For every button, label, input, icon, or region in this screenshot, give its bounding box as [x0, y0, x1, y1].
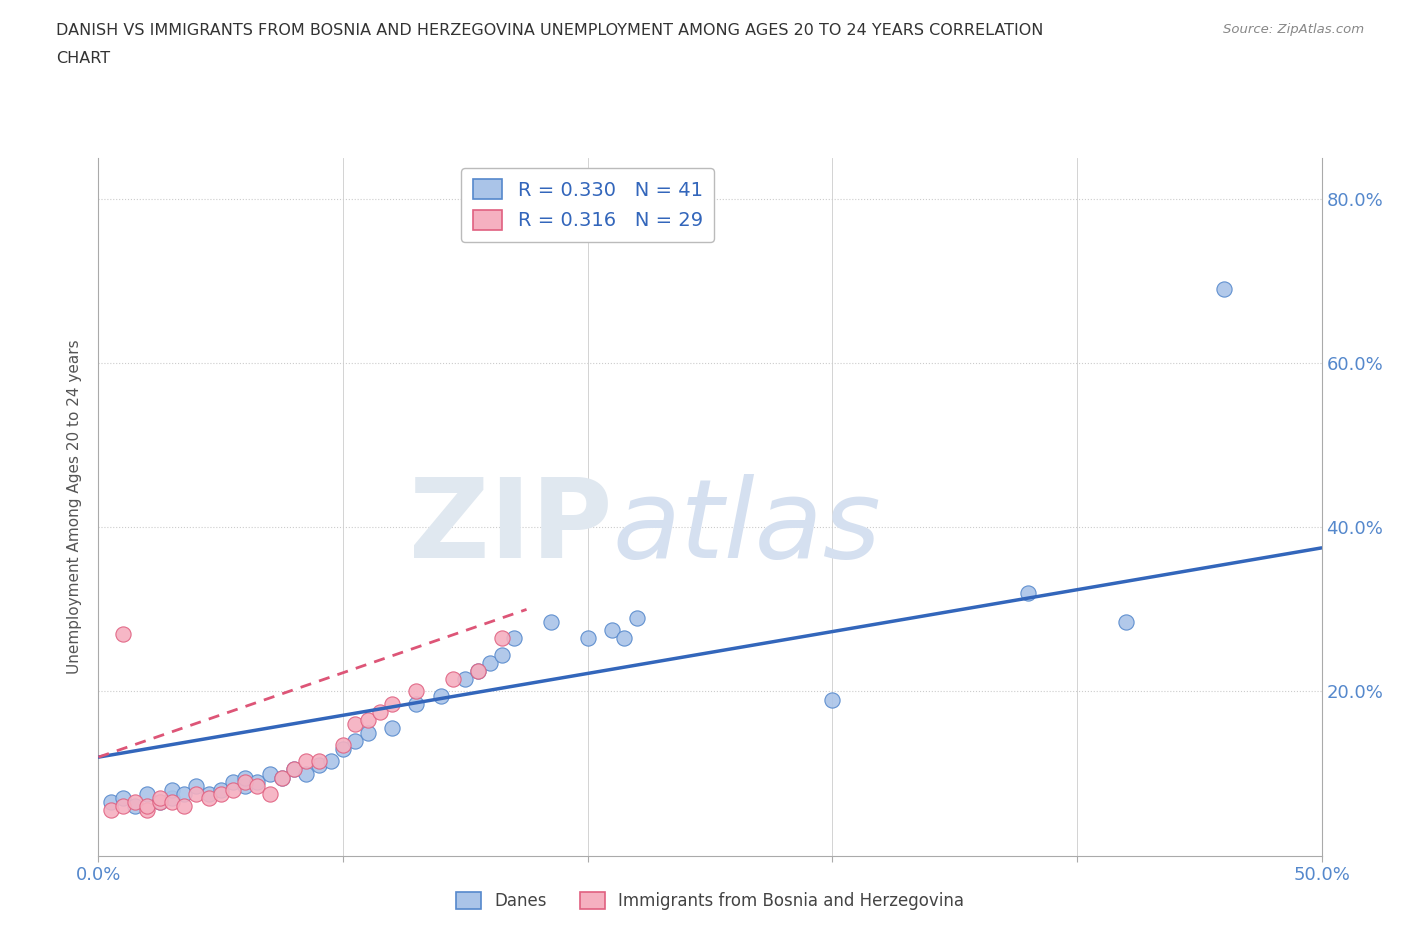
Point: [259, 787, 281, 802]
Point: [124, 799, 146, 814]
Point: [441, 671, 464, 686]
Point: [491, 647, 513, 662]
Legend: Danes, Immigrants from Bosnia and Herzegovina: Danes, Immigrants from Bosnia and Herzeg…: [449, 885, 972, 917]
Point: [467, 663, 489, 678]
Point: [222, 782, 245, 797]
Point: [540, 615, 562, 630]
Point: [149, 790, 172, 805]
Point: [368, 705, 391, 720]
Point: [233, 775, 256, 790]
Point: [246, 778, 269, 793]
Point: [344, 717, 367, 732]
Point: [381, 721, 404, 736]
Point: [430, 688, 453, 703]
Point: [160, 795, 183, 810]
Point: [197, 790, 219, 805]
Point: [600, 622, 623, 637]
Point: [613, 631, 636, 645]
Point: [111, 627, 134, 642]
Point: [149, 795, 172, 810]
Point: [111, 799, 134, 814]
Point: [332, 737, 354, 752]
Point: [821, 692, 844, 707]
Text: ZIP: ZIP: [409, 474, 612, 581]
Point: [160, 790, 183, 805]
Point: [381, 697, 404, 711]
Point: [283, 762, 305, 777]
Point: [186, 787, 208, 802]
Point: [356, 725, 378, 740]
Text: CHART: CHART: [56, 51, 110, 66]
Point: [503, 631, 526, 645]
Point: [491, 631, 513, 645]
Point: [1017, 586, 1039, 601]
Point: [308, 754, 330, 769]
Point: [209, 782, 232, 797]
Point: [332, 741, 354, 756]
Point: [308, 758, 330, 773]
Point: [454, 671, 477, 686]
Point: [283, 762, 305, 777]
Point: [576, 631, 599, 645]
Point: [478, 656, 501, 671]
Point: [149, 795, 172, 810]
Point: [124, 795, 146, 810]
Point: [1212, 282, 1234, 297]
Point: [405, 697, 427, 711]
Point: [295, 754, 318, 769]
Point: [626, 610, 648, 625]
Point: [222, 775, 245, 790]
Point: [173, 787, 195, 802]
Point: [1115, 615, 1137, 630]
Point: [136, 803, 159, 817]
Point: [100, 795, 122, 810]
Point: [186, 778, 208, 793]
Point: [270, 770, 294, 785]
Point: [100, 803, 122, 817]
Text: DANISH VS IMMIGRANTS FROM BOSNIA AND HERZEGOVINA UNEMPLOYMENT AMONG AGES 20 TO 2: DANISH VS IMMIGRANTS FROM BOSNIA AND HER…: [56, 23, 1043, 38]
Point: [405, 684, 427, 699]
Point: [160, 782, 183, 797]
Point: [344, 733, 367, 748]
Point: [319, 754, 342, 769]
Point: [111, 790, 134, 805]
Point: [467, 663, 489, 678]
Point: [197, 787, 219, 802]
Y-axis label: Unemployment Among Ages 20 to 24 years: Unemployment Among Ages 20 to 24 years: [67, 339, 83, 674]
Point: [295, 766, 318, 781]
Point: [356, 712, 378, 727]
Point: [136, 787, 159, 802]
Point: [259, 766, 281, 781]
Point: [136, 799, 159, 814]
Text: atlas: atlas: [612, 474, 880, 581]
Point: [270, 770, 294, 785]
Point: [233, 770, 256, 785]
Point: [246, 775, 269, 790]
Point: [173, 799, 195, 814]
Point: [209, 787, 232, 802]
Point: [233, 778, 256, 793]
Text: Source: ZipAtlas.com: Source: ZipAtlas.com: [1223, 23, 1364, 36]
